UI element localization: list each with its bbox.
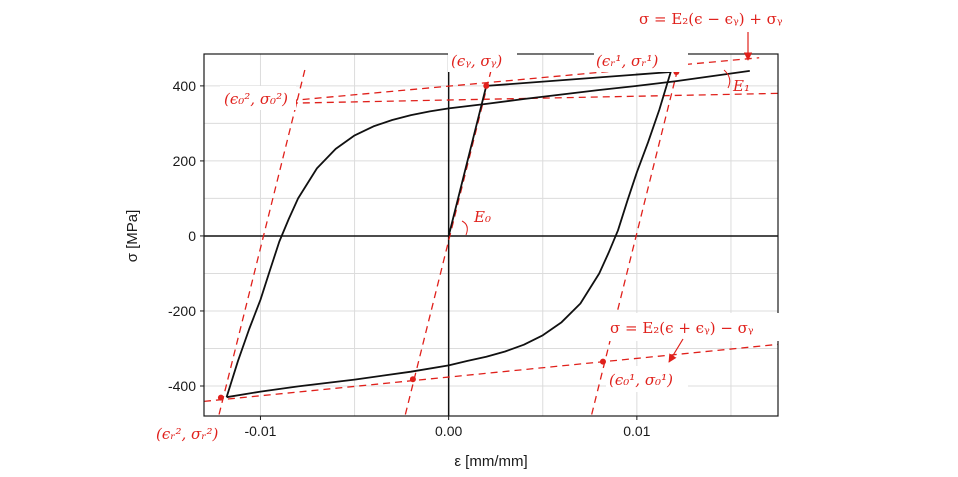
lower-formula-bg bbox=[607, 313, 803, 341]
yield-point-label: (ϵᵧ, σᵧ) bbox=[451, 52, 502, 70]
x-tick-label: 0.00 bbox=[435, 423, 462, 439]
y-tick-label: -200 bbox=[168, 303, 196, 319]
marked-point bbox=[217, 394, 224, 401]
series-line bbox=[226, 71, 672, 399]
y-axis-title: σ [MPa] bbox=[124, 210, 141, 263]
lower-formula-label: σ = E₂(ϵ + ϵᵧ) − σᵧ bbox=[610, 319, 754, 337]
series-line bbox=[225, 70, 750, 398]
origin-point-1-label: (ϵ₀¹, σ₀¹) bbox=[609, 371, 673, 389]
origin-2-label-bg bbox=[220, 86, 296, 110]
e1-label: E₁ bbox=[732, 77, 750, 95]
y-tick-label: -400 bbox=[168, 378, 196, 394]
reversal-point-1-label: (ϵᵣ¹, σᵣ¹) bbox=[596, 52, 658, 70]
dashed-line bbox=[218, 66, 307, 415]
upper-formula-label: σ = E₂(ϵ − ϵᵧ) + σᵧ bbox=[639, 10, 783, 28]
y-tick-label: 200 bbox=[173, 153, 197, 169]
tick-labels: -0.01 0.00 0.01 -400 -200 0 200 400 bbox=[168, 78, 651, 439]
reversal-1-label-bg bbox=[594, 46, 688, 72]
origin-point-2-label: (ϵ₀², σ₀²) bbox=[224, 90, 288, 108]
x-tick-label: 0.01 bbox=[623, 423, 650, 439]
origin-1-label-bg bbox=[606, 366, 688, 392]
dashed-line bbox=[204, 343, 778, 403]
x-tick-label: -0.01 bbox=[244, 423, 276, 439]
hysteresis-curves bbox=[225, 70, 750, 399]
marked-point bbox=[483, 82, 490, 89]
e0-angle-arc bbox=[461, 220, 468, 236]
dashed-line bbox=[254, 92, 778, 105]
reversal-2-label-bg bbox=[153, 420, 233, 446]
e1-angle-arc bbox=[723, 69, 731, 89]
yield-label-bg bbox=[448, 46, 517, 72]
marked-point bbox=[599, 358, 606, 365]
lower-formula-arrow bbox=[668, 338, 684, 363]
y-tick-label: 400 bbox=[173, 78, 197, 94]
reversal-point-2-label: (ϵᵣ², σᵣ²) bbox=[156, 425, 218, 443]
marked-point bbox=[409, 376, 416, 383]
e0-label: E₀ bbox=[473, 208, 491, 226]
y-tick-label: 0 bbox=[188, 228, 196, 244]
x-axis-title: ε [mm/mm] bbox=[454, 453, 527, 470]
